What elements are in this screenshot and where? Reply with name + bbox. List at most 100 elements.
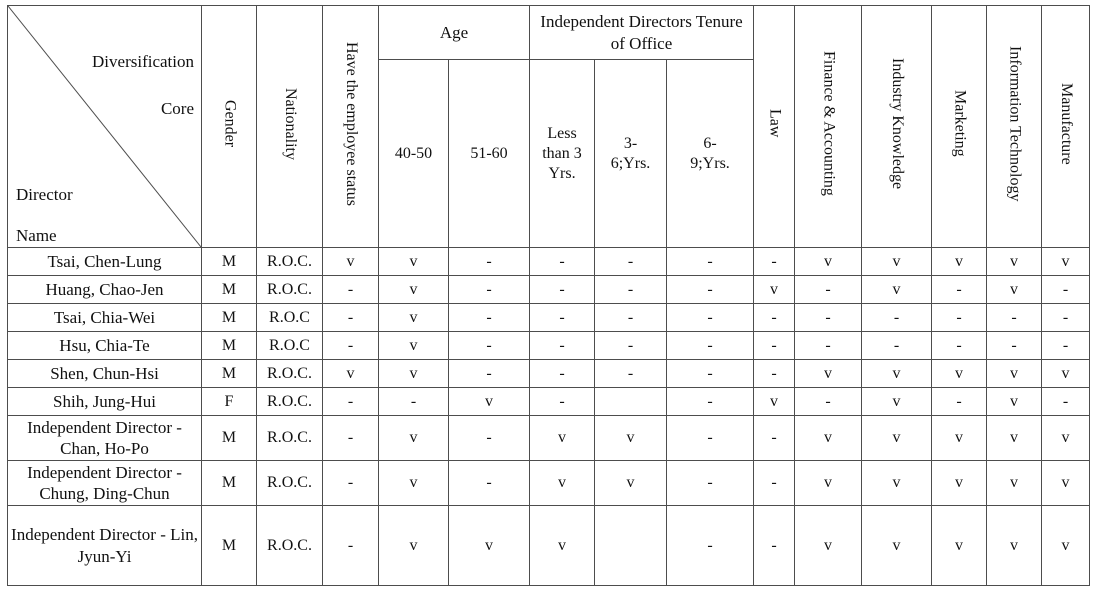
- mark-cell: -: [986, 303, 1043, 332]
- director-diversification-table: Diversification Core Director Name Gende…: [7, 4, 1091, 586]
- mark-cell: v: [753, 275, 796, 304]
- mark-cell: -: [666, 247, 755, 276]
- mark-cell: -: [529, 303, 596, 332]
- director-name-cell: Independent Director - Chan, Ho-Po: [7, 415, 202, 461]
- mark-cell: -: [447, 303, 531, 332]
- mark-cell: v: [1041, 359, 1091, 388]
- column-header-gender: Gender: [201, 5, 257, 248]
- mark-cell: -: [322, 275, 379, 304]
- director-name-cell: Huang, Chao-Jen: [7, 275, 202, 304]
- mark-cell: -: [794, 275, 863, 304]
- group-header-age: Age: [377, 4, 531, 61]
- director-name-cell: Tsai, Chia-Wei: [7, 303, 202, 332]
- mark-cell: -: [861, 303, 933, 332]
- mark-cell: -: [753, 415, 796, 461]
- mark-cell: -: [1041, 275, 1091, 304]
- mark-cell: v: [794, 415, 863, 461]
- nationality-cell: R.O.C: [256, 331, 323, 360]
- mark-cell: v: [378, 275, 449, 304]
- mark-cell: v: [378, 505, 449, 586]
- mark-cell: -: [322, 415, 379, 461]
- gender-cell: M: [201, 331, 257, 360]
- mark-cell: v: [1041, 505, 1091, 586]
- mark-cell: -: [322, 331, 379, 360]
- mark-cell: -: [666, 505, 755, 586]
- mark-cell: -: [322, 505, 379, 586]
- nationality-cell: R.O.C.: [256, 275, 323, 304]
- corner-label-diversification: Diversification: [92, 52, 194, 71]
- mark-cell: v: [986, 359, 1043, 388]
- mark-cell: -: [794, 303, 863, 332]
- mark-cell: v: [861, 247, 933, 276]
- mark-cell: -: [322, 387, 379, 416]
- mark-cell: v: [378, 247, 449, 276]
- mark-cell: v: [986, 247, 1043, 276]
- header-row-groups: Diversification Core Director Name Gende…: [7, 4, 1091, 248]
- mark-cell: v: [986, 387, 1043, 416]
- mark-cell: -: [986, 331, 1043, 360]
- director-name-cell: Independent Director - Chung, Ding-Chun: [7, 460, 202, 506]
- subcolumn-header-age-51-60: 51-60: [447, 59, 531, 248]
- mark-cell: -: [447, 331, 531, 360]
- mark-cell: -: [529, 387, 596, 416]
- mark-cell: [594, 505, 668, 586]
- nationality-cell: R.O.C.: [256, 505, 323, 586]
- mark-cell: -: [1041, 387, 1091, 416]
- mark-cell: v: [378, 331, 449, 360]
- mark-cell: v: [322, 359, 379, 388]
- table-body: Tsai, Chen-Lung M R.O.C. v v - - - - - v v v v v Huang,…: [7, 247, 1091, 586]
- mark-cell: v: [1041, 460, 1091, 506]
- mark-cell: -: [529, 247, 596, 276]
- column-header-finance-accounting: Finance & Accounting: [794, 5, 863, 248]
- gender-cell: M: [201, 247, 257, 276]
- nationality-cell: R.O.C.: [256, 387, 323, 416]
- corner-label-name: Name: [16, 226, 57, 245]
- mark-cell: v: [794, 460, 863, 506]
- mark-cell: v: [378, 460, 449, 506]
- mark-cell: -: [1041, 303, 1091, 332]
- mark-cell: v: [447, 505, 531, 586]
- mark-cell: v: [322, 247, 379, 276]
- mark-cell: v: [794, 505, 863, 586]
- mark-cell: -: [447, 275, 531, 304]
- mark-cell: -: [1041, 331, 1091, 360]
- gender-cell: M: [201, 460, 257, 506]
- mark-cell: -: [753, 331, 796, 360]
- corner-header-cell: Diversification Core Director Name: [7, 5, 202, 248]
- mark-cell: v: [861, 387, 933, 416]
- subcolumn-header-age-40-50: 40-50: [378, 59, 449, 248]
- gender-cell: M: [201, 359, 257, 388]
- mark-cell: -: [529, 331, 596, 360]
- table-row: Tsai, Chen-Lung M R.O.C. v v - - - - - v v v v v: [7, 247, 1091, 276]
- column-header-information-technology: Information Technology: [986, 5, 1043, 248]
- mark-cell: v: [861, 359, 933, 388]
- mark-cell: v: [529, 505, 596, 586]
- table-row: Independent Director - Chung, Ding-Chun M…: [7, 460, 1091, 506]
- table-row: Tsai, Chia-Wei M R.O.C - v - - - - - - - - - -: [7, 303, 1091, 332]
- nationality-cell: R.O.C.: [256, 460, 323, 506]
- mark-cell: [594, 387, 668, 416]
- gender-cell: M: [201, 303, 257, 332]
- gender-cell: M: [201, 275, 257, 304]
- mark-cell: v: [986, 460, 1043, 506]
- director-name-cell: Shen, Chun-Hsi: [7, 359, 202, 388]
- mark-cell: v: [529, 460, 596, 506]
- group-header-tenure: Independent Directors Tenure of Office: [529, 4, 755, 61]
- nationality-cell: R.O.C.: [256, 247, 323, 276]
- mark-cell: v: [931, 415, 988, 461]
- table-row: Independent Director - Chan, Ho-Po M R.O.C…: [7, 415, 1091, 461]
- mark-cell: -: [931, 331, 988, 360]
- mark-cell: v: [931, 460, 988, 506]
- director-name-cell: Hsu, Chia-Te: [7, 331, 202, 360]
- mark-cell: -: [529, 275, 596, 304]
- table-row: Shen, Chun-Hsi M R.O.C. v v - - - - - v v v v v: [7, 359, 1091, 388]
- table-row: Huang, Chao-Jen M R.O.C. - v - - - - v - v - v -: [7, 275, 1091, 304]
- diagonal-divider: [8, 6, 201, 247]
- subcolumn-header-tenure-3-6: 3-6;Yrs.: [594, 59, 668, 248]
- column-header-law: Law: [753, 5, 796, 248]
- mark-cell: v: [1041, 247, 1091, 276]
- mark-cell: -: [666, 303, 755, 332]
- corner-label-core: Core: [160, 99, 194, 118]
- mark-cell: -: [594, 247, 668, 276]
